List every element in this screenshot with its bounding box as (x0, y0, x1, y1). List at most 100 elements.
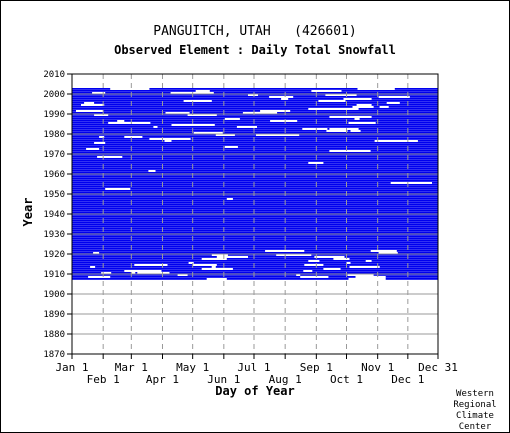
snowfall-data-span (72, 116, 330, 118)
snowfall-data-span (122, 156, 439, 158)
y-tick-label: 1870 (43, 350, 65, 360)
snowfall-data-span (299, 134, 438, 136)
snowfall-data-span (124, 120, 271, 122)
y-tick-label: 2010 (43, 70, 65, 80)
snowfall-data-span (258, 94, 326, 96)
snowfall-data-span (72, 186, 438, 188)
snowfall-data-span (189, 112, 243, 114)
snowfall-data-span (99, 252, 379, 254)
snowfall-data-span (72, 144, 438, 146)
snowfall-data-span (72, 272, 102, 274)
snowfall-data-span (371, 116, 438, 118)
snowfall-data-span (211, 100, 319, 102)
snowfall-data-span (72, 194, 438, 196)
snowfall-data-span (72, 254, 212, 256)
snowfall-data-span (72, 124, 172, 126)
snowfall-data-span (356, 94, 438, 96)
snowfall-data-span (72, 94, 248, 96)
snowfall-data-span (72, 152, 438, 154)
snowfall-data-span (171, 140, 375, 142)
snowfall-data-span (327, 128, 330, 130)
snowfall-data-span (72, 98, 282, 100)
chart-subtitle: Observed Element : Daily Total Snowfall (114, 43, 396, 57)
snowfall-data-span (297, 120, 438, 122)
snowfall-data-span (358, 128, 438, 130)
x-axis: Jan 1 Mar 1 May 1 Jul 1 Sep 1 Nov 1 Dec 31 Feb … (55, 354, 458, 386)
snowfall-data-span (226, 258, 334, 260)
x-tick-label: May 1 (176, 361, 209, 374)
snowfall-data-span (99, 148, 438, 150)
snowfall-data-span (94, 102, 387, 104)
snowfall-data-span (232, 198, 438, 200)
credit-line: Western (456, 389, 494, 399)
snowfall-data-span (417, 140, 438, 142)
snowfall-data-span (105, 142, 438, 144)
snowfall-data-span (304, 250, 371, 252)
snowfall-data-span (150, 122, 349, 124)
snowfall-data-span (72, 158, 438, 160)
snowfall-data-span (216, 114, 438, 116)
snowfall-data-span (341, 90, 438, 92)
snowfall-data-span (72, 188, 106, 190)
snowfall-data-span (349, 258, 438, 260)
snowfall-data-span (72, 250, 266, 252)
snowfall-data-span (72, 258, 202, 260)
y-tick-label: 1930 (43, 230, 65, 240)
x-tick-label: Jan 1 (55, 361, 88, 374)
snowfall-data-span (216, 264, 305, 266)
snowfall-data-span (72, 172, 438, 174)
snowfall-data-span (371, 98, 438, 100)
snowfall-data-span (72, 132, 194, 134)
snowfall-data-span (239, 118, 355, 120)
snowfall-data-span (72, 178, 438, 180)
snowfall-data-span (135, 272, 138, 274)
snowfall-data-span (232, 268, 324, 270)
snowfall-data-span (72, 182, 391, 184)
snowfall-data-span (72, 90, 196, 92)
snowfall-data-span (72, 206, 438, 208)
snowfall-data-span (157, 126, 237, 128)
snowfall-data-span (130, 188, 439, 190)
snowfall-data-span (72, 262, 189, 264)
snowfall-data-span (72, 180, 438, 182)
snowfall-data-span (237, 146, 438, 148)
x-tick-label: Mar 1 (115, 361, 148, 374)
snowfall-data-span (72, 150, 330, 152)
snowfall-data-span (72, 228, 438, 230)
snowfall-data-span (385, 278, 438, 280)
snowfall-data-span (72, 242, 438, 244)
snowfall-data-span (72, 134, 216, 136)
snowfall-data-span (72, 162, 309, 164)
snowfall-data-span (319, 260, 366, 262)
credit-line: Climate (456, 411, 494, 421)
snowfall-data-span (193, 262, 347, 264)
snowfall-data-span (187, 274, 297, 276)
y-tick-label: 1880 (43, 330, 65, 340)
snowfall-data-span (213, 92, 438, 94)
snowfall-data-span (72, 238, 438, 240)
y-tick-label: 1920 (43, 250, 65, 260)
snowfall-data-span (72, 128, 303, 130)
snowfall-data-span (72, 160, 438, 162)
x-tick-label: Dec 1 (391, 373, 424, 386)
y-axis: 1870 1880 1890 1900 1910 1920 1930 1940 1950 1960… (43, 70, 72, 360)
snowfall-data-span (72, 142, 95, 144)
snowfall-data-span (312, 270, 438, 272)
snowfall-data-span (373, 106, 380, 108)
y-tick-label: 1970 (43, 150, 65, 160)
snowfall-data-span (72, 212, 438, 214)
snowfall-data-span (72, 120, 118, 122)
snowfall-data-span (396, 250, 438, 252)
snowfall-data-span (72, 104, 81, 106)
snowfall-data-span (226, 278, 349, 280)
x-tick-label: Sep 1 (300, 361, 333, 374)
snowfall-data-span (72, 126, 154, 128)
snowfall-data-span (323, 162, 438, 164)
snowfall-data-span (72, 204, 438, 206)
snowfall-data-span (409, 96, 438, 98)
snowfall-data-span (371, 260, 438, 262)
snowfall-data-span (72, 110, 76, 112)
snowfall-data-span (370, 150, 438, 152)
snowfall-data-span (72, 100, 184, 102)
snowfall-data-span (72, 130, 327, 132)
